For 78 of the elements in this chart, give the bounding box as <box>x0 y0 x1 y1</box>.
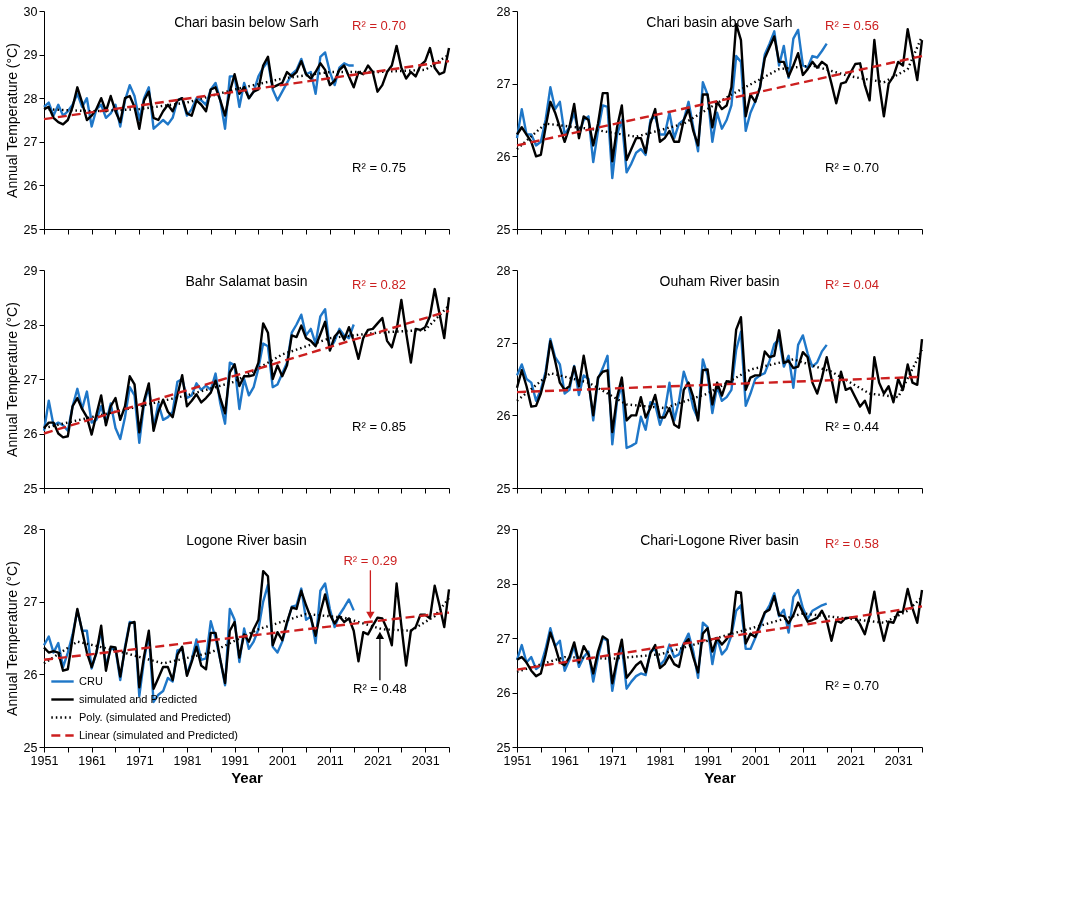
y-tick-label: 25 <box>23 481 38 496</box>
y-tick-label: 26 <box>23 667 38 682</box>
y-tick-label: 27 <box>23 372 38 387</box>
x-tick-label: 1961 <box>551 753 580 768</box>
x-axis-title: Year <box>704 769 737 786</box>
y-tick-label: 26 <box>23 427 38 441</box>
legend-label: Linear (simulated and Predicted) <box>79 728 238 741</box>
line-series <box>42 51 355 130</box>
x-tick-label: 1991 <box>694 753 723 768</box>
annotation: R² = 0.04 <box>825 277 879 293</box>
line-series <box>515 28 828 180</box>
y-tick-label: 26 <box>496 686 511 700</box>
annotation: R² = 0.70 <box>825 159 879 175</box>
y-tick-label: 27 <box>23 595 38 610</box>
x-tick-label: 1951 <box>30 753 59 768</box>
y-tick-label: 25 <box>23 222 38 237</box>
y-tick-label: 28 <box>23 522 38 537</box>
x-tick-label: 1971 <box>125 753 154 768</box>
annotation: R² = 0.56 <box>825 18 879 34</box>
y-tick-label: 27 <box>496 77 511 92</box>
y-axis-title: Annual Temperature (°C) <box>3 302 20 457</box>
annotation: R² = 0.44 <box>825 418 879 434</box>
chart-title: Chari basin above Sarh <box>646 14 793 30</box>
y-tick-label: 25 <box>496 222 511 237</box>
y-tick-label: 28 <box>496 4 511 19</box>
x-tick-label: 2001 <box>268 753 297 768</box>
y-tick-label: 25 <box>496 740 511 755</box>
y-tick-label: 28 <box>496 263 511 278</box>
annotation: R² = 0.70 <box>352 18 406 34</box>
annotation: R² = 0.70 <box>825 677 879 693</box>
x-tick-label: 2011 <box>789 753 817 768</box>
line-series <box>42 308 355 444</box>
annotation: R² = 0.58 <box>825 536 879 552</box>
x-tick-label: 1961 <box>78 753 107 768</box>
x-tick-label: 2031 <box>411 753 440 768</box>
x-tick-label: 1981 <box>646 753 675 768</box>
chart-title: Ouham River basin <box>659 273 780 289</box>
annotation: R² = 0.82 <box>352 277 406 293</box>
y-tick-label: 26 <box>496 408 511 423</box>
y-tick-label: 27 <box>496 336 511 351</box>
y-axis-title: Annual Temperature (°C) <box>3 43 20 198</box>
chart-title: Bahr Salamat basin <box>185 273 308 289</box>
x-tick-label: 2011 <box>316 753 344 768</box>
line-series <box>515 330 828 450</box>
line-series <box>515 588 828 693</box>
y-tick-label: 26 <box>496 149 511 164</box>
legend-label: CRU <box>79 674 103 687</box>
x-tick-label: 1981 <box>173 753 202 768</box>
y-tick-label: 25 <box>496 481 511 496</box>
y-tick-label: 29 <box>496 522 511 537</box>
annotation: R² = 0.75 <box>352 159 406 175</box>
x-tick-label: 1951 <box>503 753 532 768</box>
y-axis-title: Annual Temperature (°C) <box>3 561 20 716</box>
x-tick-label: 2001 <box>741 753 770 768</box>
x-tick-label: 1991 <box>221 753 250 768</box>
y-tick-label: 27 <box>23 135 38 150</box>
x-axis-title: Year <box>231 769 264 786</box>
legend-label: Poly. (simulated and Predicted) <box>79 710 232 723</box>
annotation: R² = 0.85 <box>352 418 406 434</box>
y-tick-label: 28 <box>23 318 38 332</box>
chart-title: Chari basin below Sarh <box>174 14 319 30</box>
y-tick-label: 28 <box>23 91 38 106</box>
chart-title: Logone River basin <box>186 532 307 548</box>
annotation: R² = 0.29 <box>343 553 398 569</box>
annotation: R² = 0.48 <box>352 681 407 697</box>
y-tick-label: 26 <box>23 178 38 193</box>
y-tick-label: 29 <box>23 48 38 63</box>
x-tick-label: 2021 <box>364 753 392 768</box>
y-tick-label: 30 <box>23 4 38 19</box>
y-tick-label: 25 <box>23 740 38 755</box>
y-tick-label: 27 <box>496 631 511 646</box>
y-tick-label: 29 <box>23 263 38 278</box>
x-tick-label: 2021 <box>837 753 865 768</box>
line-series <box>42 582 355 704</box>
x-tick-label: 2031 <box>884 753 913 768</box>
x-tick-label: 1971 <box>598 753 627 768</box>
chart-title: Chari-Logone River basin <box>640 532 799 548</box>
y-tick-label: 28 <box>496 577 511 591</box>
